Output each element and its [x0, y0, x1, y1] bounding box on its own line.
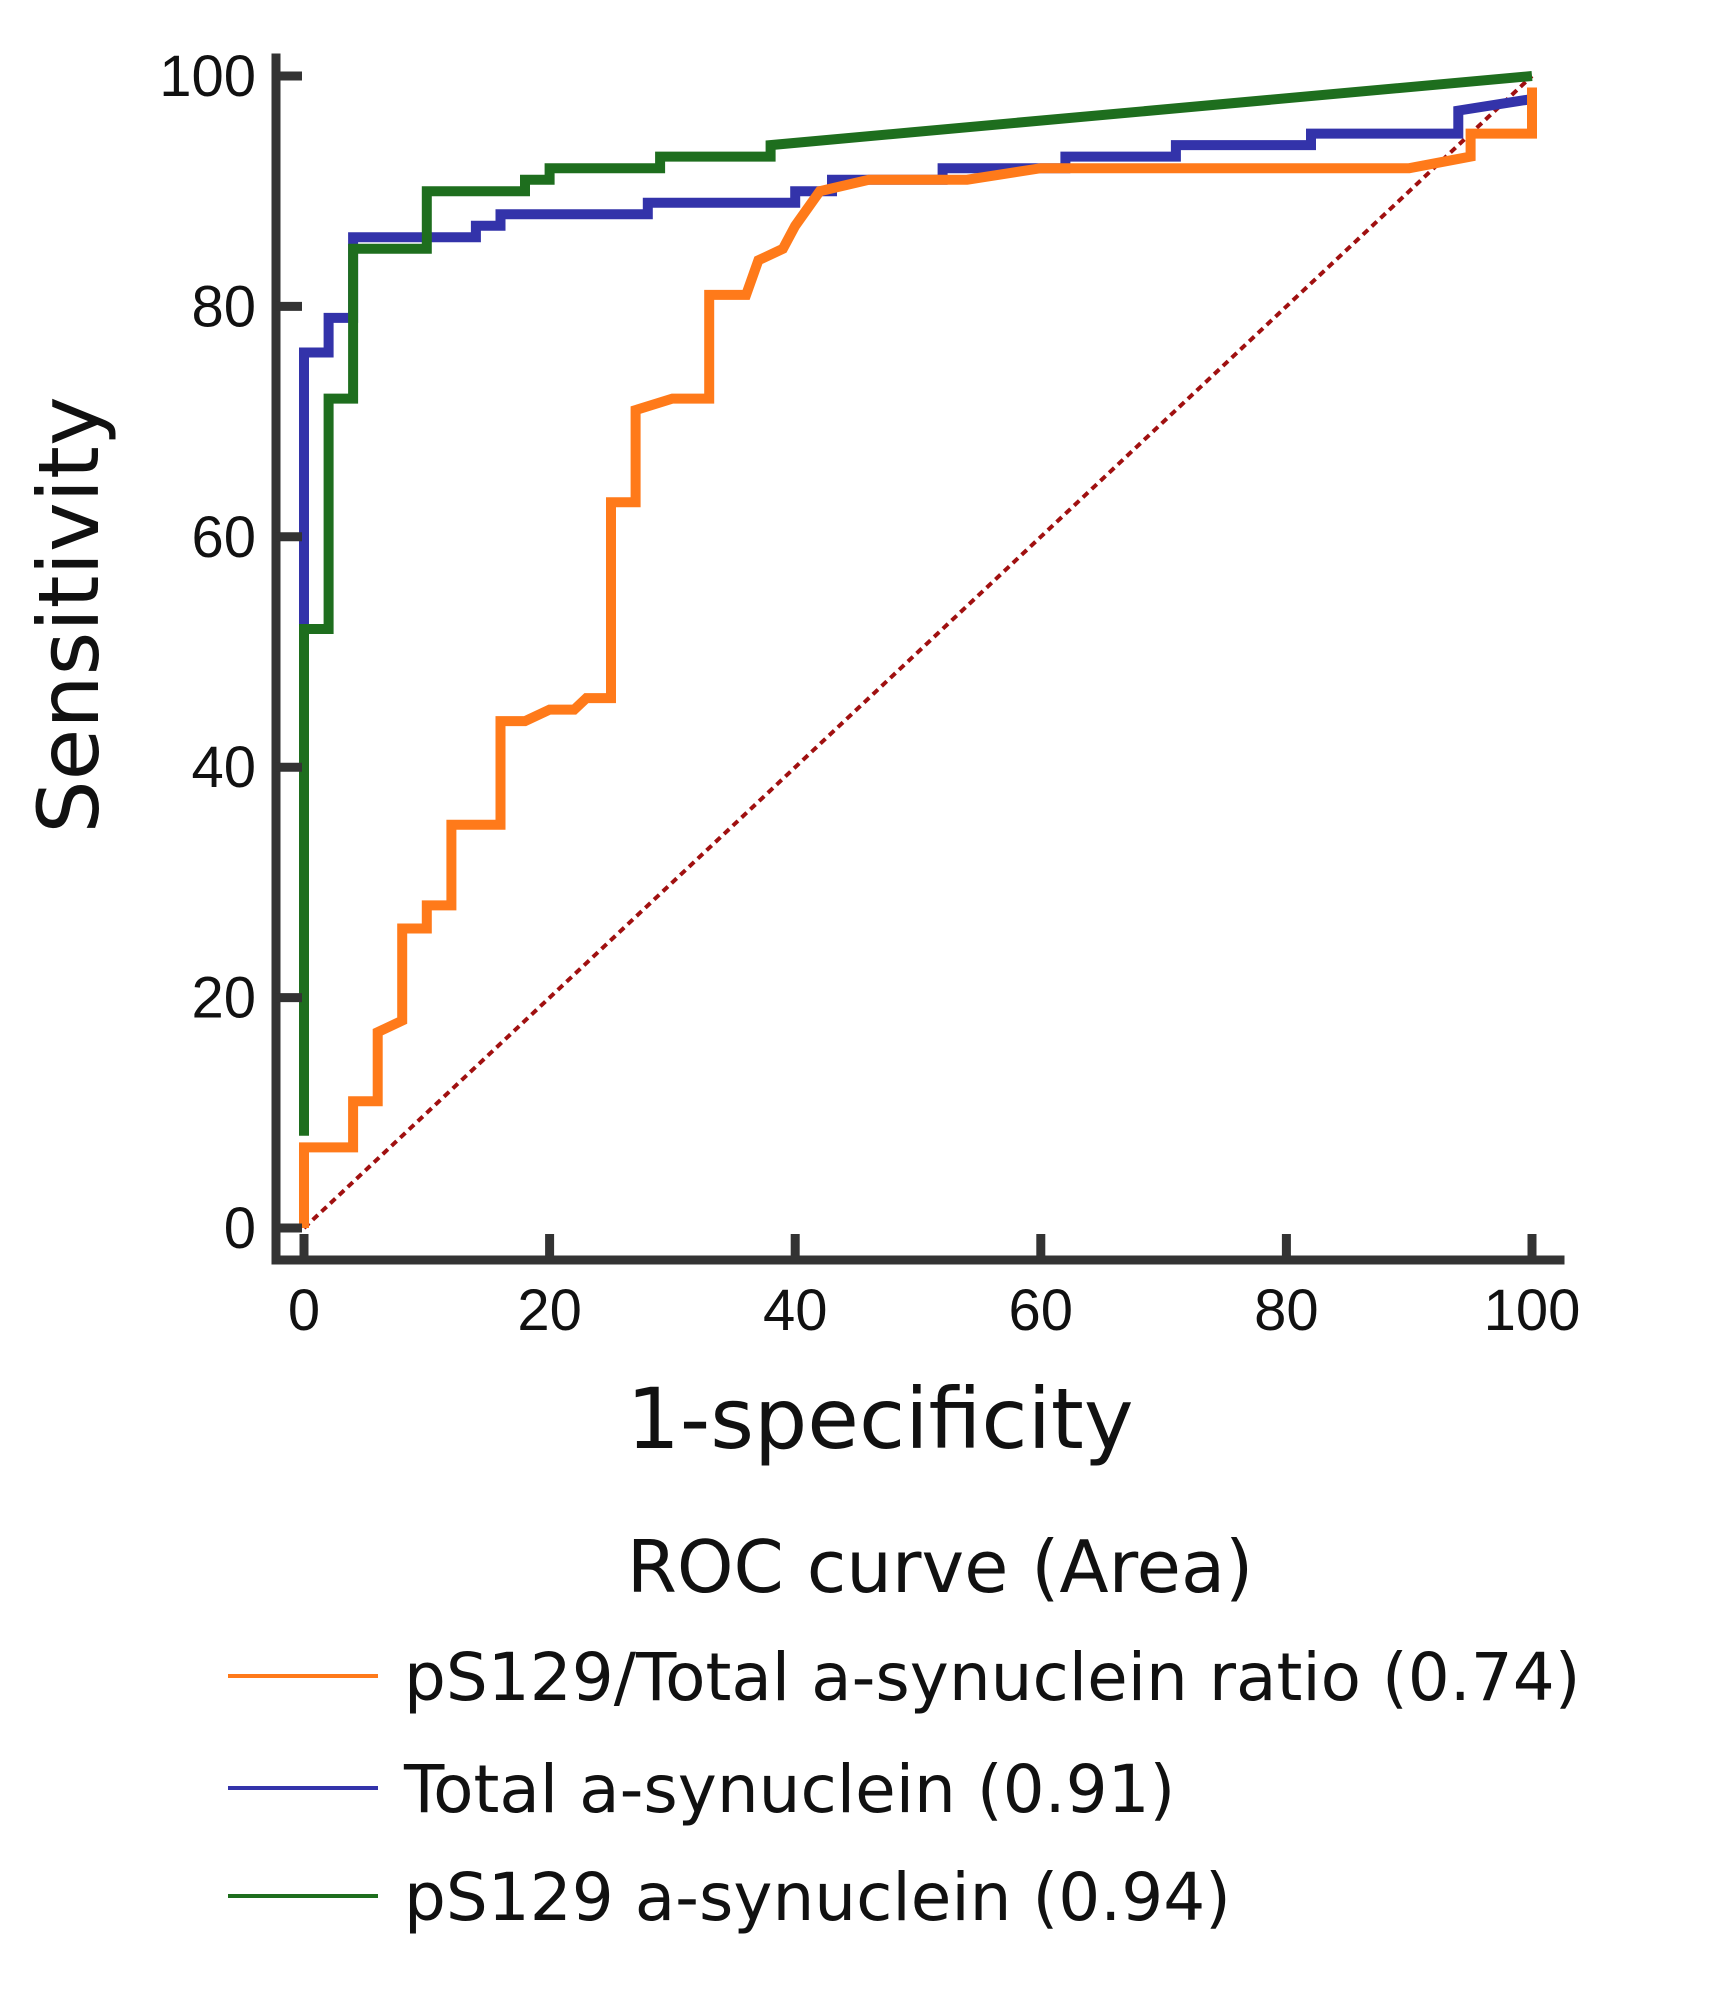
legend-label-ratio: pS129/Total a-synuclein ratio (0.74) [404, 1639, 1580, 1716]
series-line-ratio [299, 87, 1537, 1228]
y-tick-label: 100 [159, 44, 256, 109]
series-lines [299, 71, 1537, 1228]
x-axis-title: 1-specificity [626, 1370, 1133, 1468]
y-tick-label: 40 [191, 735, 256, 800]
legend-label-ps129: pS129 a-synuclein (0.94) [404, 1859, 1231, 1936]
y-axis-title: Sensitivity [20, 396, 118, 833]
x-tick-label: 20 [517, 1278, 582, 1343]
y-tick-label: 80 [191, 274, 256, 339]
y-tick-label: 60 [191, 505, 256, 570]
y-tick-label: 0 [224, 1196, 256, 1261]
legend: ROC curve (Area) pS129/Total a-synuclein… [228, 1525, 1580, 1936]
plot-area [302, 74, 1534, 1230]
x-tick-label: 40 [763, 1278, 828, 1343]
y-tick-label: 20 [191, 966, 256, 1031]
axes [271, 53, 1565, 1265]
x-tick-label: 0 [288, 1278, 320, 1343]
legend-label-total: Total a-synuclein (0.91) [403, 1751, 1175, 1828]
legend-title: ROC curve (Area) [627, 1525, 1253, 1609]
x-tick-label: 100 [1484, 1278, 1581, 1343]
series-line-ps129 [299, 71, 1533, 1136]
chance-diagonal-line [302, 74, 1534, 1230]
ticks: 0 20 40 60 80 100 0 20 40 60 80 100 [159, 44, 1580, 1343]
x-tick-label: 80 [1254, 1278, 1319, 1343]
x-tick-label: 60 [1009, 1278, 1074, 1343]
